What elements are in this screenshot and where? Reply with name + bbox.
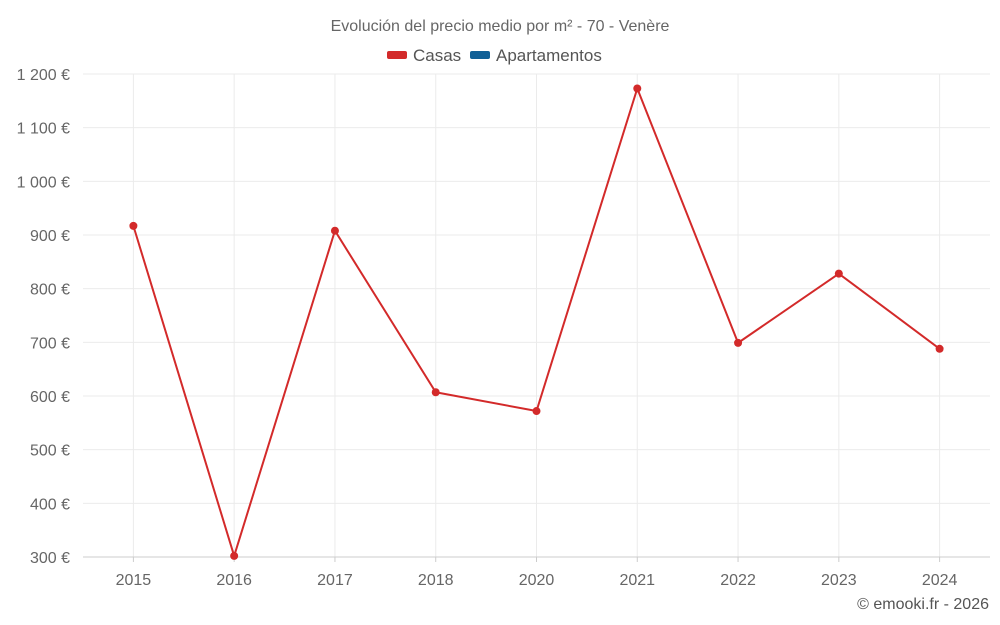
y-tick-label: 500 € xyxy=(30,443,70,460)
y-tick-label: 800 € xyxy=(30,282,70,299)
data-point-casas-2022[interactable] xyxy=(734,338,743,347)
x-tick-label: 2024 xyxy=(922,572,958,589)
legend-label-casas: Casas xyxy=(413,46,461,65)
x-tick-label: 2020 xyxy=(519,572,555,589)
y-tick-label: 400 € xyxy=(30,496,70,513)
x-tick-label: 2015 xyxy=(116,572,152,589)
x-tick-label: 2016 xyxy=(216,572,252,589)
x-tick-label: 2023 xyxy=(821,572,857,589)
legend-label-apartamentos: Apartamentos xyxy=(496,46,602,65)
data-point-casas-2021[interactable] xyxy=(633,84,642,93)
y-tick-label: 700 € xyxy=(30,335,70,352)
data-point-casas-2016[interactable] xyxy=(230,551,239,560)
series-layer xyxy=(129,84,944,560)
gridlines xyxy=(83,73,990,558)
data-point-casas-2018[interactable] xyxy=(431,388,440,397)
y-tick-label: 1 000 € xyxy=(17,174,70,191)
credit-text: © emooki.fr - 2026 xyxy=(857,596,989,613)
y-tick-label: 1 100 € xyxy=(17,121,70,138)
data-point-casas-2015[interactable] xyxy=(129,221,138,230)
x-tick-label: 2021 xyxy=(619,572,655,589)
data-point-casas-2020[interactable] xyxy=(532,407,541,416)
legend-swatch-casas xyxy=(387,51,407,59)
x-tick-label: 2022 xyxy=(720,572,756,589)
y-axis: 300 € 400 € 500 € 600 € 700 € 800 € 900 € 1 000… xyxy=(17,67,70,567)
x-tick-label: 2018 xyxy=(418,572,454,589)
y-tick-label: 1 200 € xyxy=(17,67,70,84)
data-point-casas-2024[interactable] xyxy=(935,344,944,353)
chart-title: Evolución del precio medio por m² - 70 -… xyxy=(331,18,670,35)
y-tick-label: 300 € xyxy=(30,550,70,567)
data-point-casas-2023[interactable] xyxy=(834,269,843,278)
y-tick-label: 900 € xyxy=(30,228,70,245)
x-tick-label: 2017 xyxy=(317,572,353,589)
legend-swatch-apartamentos xyxy=(470,51,490,59)
data-point-casas-2017[interactable] xyxy=(330,226,339,235)
legend-item-apartamentos[interactable]: Apartamentos xyxy=(470,46,602,65)
legend: Casas Apartamentos xyxy=(387,46,602,65)
legend-item-casas[interactable]: Casas xyxy=(387,46,461,65)
x-axis: 2015 2016 2017 2018 2020 2021 2022 2023 2024 xyxy=(83,556,990,589)
y-tick-label: 600 € xyxy=(30,389,70,406)
